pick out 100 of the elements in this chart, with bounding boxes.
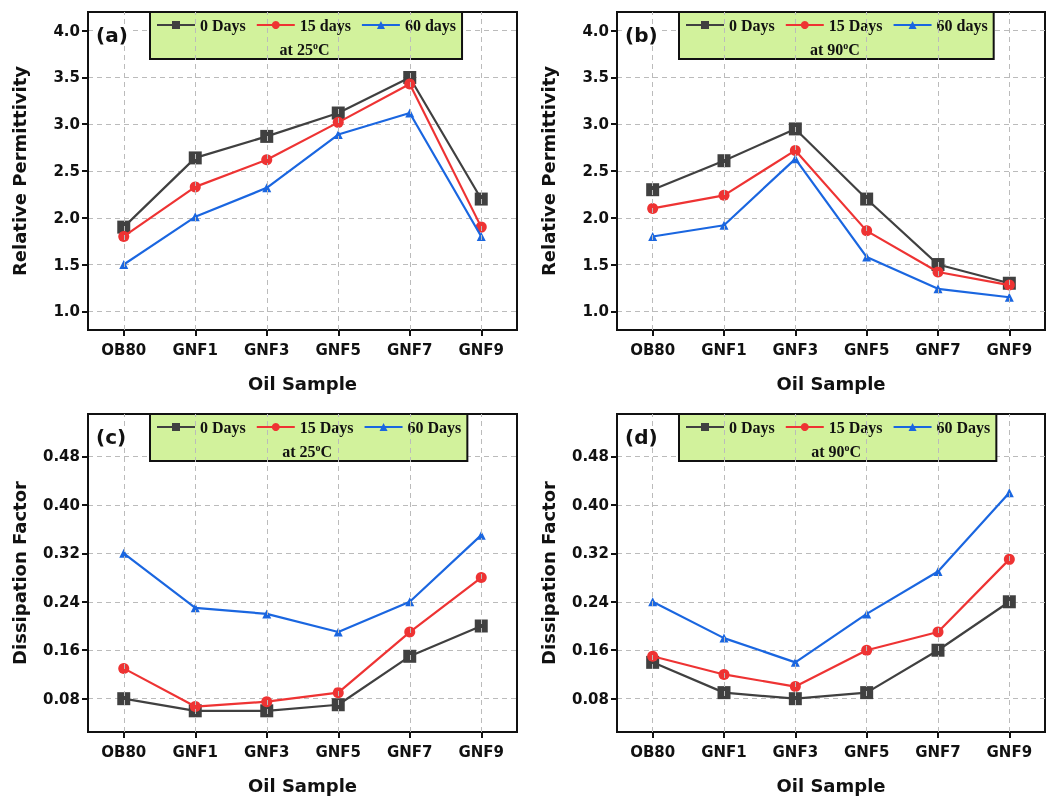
point xyxy=(788,691,802,705)
legend-label: 0 Days xyxy=(729,418,775,436)
y-tick-label: 3.5 xyxy=(53,68,80,87)
point xyxy=(1003,553,1015,565)
point xyxy=(1002,594,1016,608)
point xyxy=(789,144,801,156)
point xyxy=(119,548,129,558)
point xyxy=(790,657,800,667)
y-axis-title: Dissipation Factor xyxy=(537,480,559,665)
x-tick-label: GNF9 xyxy=(458,340,505,359)
x-tick-label: GNF7 xyxy=(386,340,433,359)
point xyxy=(118,230,130,242)
x-axis-title: Oil Sample xyxy=(247,774,358,795)
point xyxy=(788,122,802,136)
x-axis-title: Oil Sample xyxy=(247,372,358,394)
x-tick-label: GNF5 xyxy=(315,742,362,760)
text: (b) xyxy=(625,23,658,47)
point xyxy=(332,686,344,698)
x-tick-label: GNF1 xyxy=(701,742,747,760)
point xyxy=(474,619,488,632)
point xyxy=(717,154,731,168)
legend-label: 15 Days xyxy=(828,418,883,436)
point xyxy=(117,691,131,705)
x-axis-title: Oil Sample xyxy=(776,774,886,795)
text: (d) xyxy=(625,424,658,449)
point xyxy=(862,252,872,262)
point xyxy=(261,695,273,707)
y-tick-label: 0.48 xyxy=(42,446,80,465)
text: (c) xyxy=(96,424,127,449)
x-tick-label: OB80 xyxy=(630,340,676,359)
legend-label: 0 Days xyxy=(200,418,246,436)
point xyxy=(1004,292,1014,302)
point xyxy=(405,108,415,118)
x-tick-label: GNF3 xyxy=(243,340,290,359)
point xyxy=(646,183,660,197)
x-tick-label: OB80 xyxy=(101,742,147,760)
point xyxy=(404,78,416,90)
x-tick-label: GNF7 xyxy=(915,742,961,760)
y-tick-label: 1.5 xyxy=(582,255,609,274)
y-tick-label: 0.08 xyxy=(571,689,609,708)
y-tick-label: 1.0 xyxy=(582,302,609,321)
point xyxy=(261,154,273,166)
legend-label: 0 Days xyxy=(729,16,775,35)
x-tick-label: GNF1 xyxy=(172,742,219,760)
point xyxy=(931,643,945,657)
y-tick-label: 0.16 xyxy=(42,640,80,659)
legend-label: 15 days xyxy=(299,16,351,35)
legend-label: 15 Days xyxy=(828,16,883,35)
point xyxy=(333,627,343,637)
x-tick-label: GNF9 xyxy=(986,742,1033,760)
x-tick-label: OB80 xyxy=(630,742,676,760)
y-tick-label: 4.0 xyxy=(53,21,80,40)
y-tick-label: 2.0 xyxy=(582,208,609,227)
point xyxy=(718,668,730,680)
y-tick-label: 4.0 xyxy=(582,21,609,40)
point xyxy=(476,231,486,241)
point xyxy=(789,680,801,692)
y-tick-label: 1.5 xyxy=(53,255,80,274)
y-tick-label: 3.0 xyxy=(582,115,609,134)
point xyxy=(647,650,659,662)
y-tick-label: 0.40 xyxy=(42,495,80,514)
point xyxy=(403,649,417,663)
point xyxy=(860,192,874,206)
x-tick-label: GNF1 xyxy=(172,340,219,359)
x-tick-label: GNF1 xyxy=(701,340,747,359)
point xyxy=(332,116,344,128)
y-tick-label: 0.40 xyxy=(571,495,609,514)
x-axis-title: Oil Sample xyxy=(776,372,886,394)
point xyxy=(331,697,345,711)
point xyxy=(861,644,873,656)
point xyxy=(475,571,487,583)
x-tick-label: GNF5 xyxy=(843,742,890,760)
point xyxy=(189,181,201,193)
y-tick-label: 1.0 xyxy=(53,302,80,321)
y-tick-label: 0.48 xyxy=(571,446,609,465)
x-tick-label: GNF9 xyxy=(986,340,1033,359)
y-axis-title: Relative Permittivity xyxy=(8,65,30,277)
y-tick-label: 0.16 xyxy=(571,640,609,659)
x-tick-label: OB80 xyxy=(101,340,147,359)
x-tick-label: GNF5 xyxy=(843,340,890,359)
text: (a) xyxy=(96,23,128,47)
y-tick-label: 0.24 xyxy=(42,592,80,611)
y-axis-title: Dissipation Factor xyxy=(8,480,30,665)
y-tick-label: 0.32 xyxy=(42,543,80,562)
point xyxy=(718,189,730,201)
y-tick-label: 2.5 xyxy=(53,162,80,180)
point xyxy=(188,151,202,165)
x-tick-label: GNF3 xyxy=(243,742,290,760)
y-tick-label: 0.24 xyxy=(571,592,609,611)
x-tick-label: GNF3 xyxy=(772,742,819,760)
point xyxy=(189,700,201,712)
legend-label: 15 Days xyxy=(299,418,354,436)
point xyxy=(404,626,416,638)
x-tick-label: GNF7 xyxy=(915,340,961,359)
y-tick-label: 0.32 xyxy=(571,543,609,562)
x-tick-label: GNF7 xyxy=(386,742,433,760)
point xyxy=(717,685,731,699)
y-tick-label: 3.5 xyxy=(582,68,609,87)
y-tick-label: 2.0 xyxy=(53,208,80,227)
point xyxy=(647,202,659,214)
